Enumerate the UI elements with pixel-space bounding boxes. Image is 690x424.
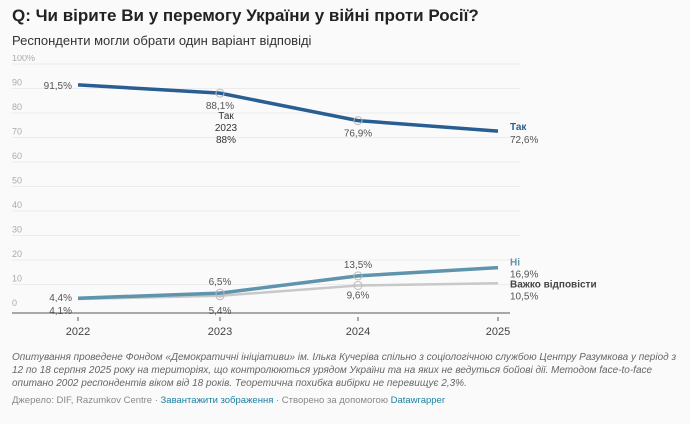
y-tick-label: 60 <box>12 151 22 161</box>
data-point <box>353 271 363 281</box>
data-point <box>353 116 363 126</box>
method-notes: Опитування проведене Фондом «Демократичн… <box>12 352 677 389</box>
data-label: 6,5% <box>209 277 232 288</box>
data-label: 88,1% <box>206 101 234 112</box>
y-tick-label: 80 <box>12 102 22 112</box>
series-label-tak: Так <box>510 122 527 133</box>
series-line-1 <box>77 265 499 300</box>
x-tick-label: 2024 <box>346 326 370 338</box>
download-image-link[interactable]: Завантажити зображення <box>160 395 274 406</box>
source-line: Джерело: DIF, Razumkov Centre · Завантаж… <box>12 395 445 406</box>
y-tick-label: 70 <box>12 127 22 137</box>
data-label: 91,5% <box>44 81 72 92</box>
tooltip-series: Так <box>218 111 234 122</box>
series-label-ni: Ні <box>510 258 520 269</box>
y-tick-label: 20 <box>12 249 22 259</box>
datawrapper-link[interactable]: Datawrapper <box>390 395 445 406</box>
series-line-0 <box>77 83 499 133</box>
data-label: 5,4% <box>209 306 232 317</box>
data-label: 10,5% <box>510 291 538 302</box>
data-point <box>215 88 225 98</box>
data-label: 13,5% <box>344 260 372 271</box>
y-tick-label: 40 <box>12 200 22 210</box>
source-text: Джерело: DIF, Razumkov Centre · <box>12 395 161 406</box>
data-label: 16,9% <box>510 270 538 281</box>
x-tick-label: 2022 <box>66 326 90 338</box>
y-tick-label: 90 <box>12 78 22 88</box>
line-chart: 0 10 20 30 40 50 60 70 80 90 100% 2022 2023 2024 2025 9… <box>12 55 597 338</box>
x-tick-label: 2025 <box>486 326 510 338</box>
subtitle: Респонденти могли обрати один варіант ві… <box>12 33 312 48</box>
y-tick-label: 10 <box>12 274 22 284</box>
data-point <box>353 280 363 290</box>
x-tick-label: 2023 <box>208 326 232 338</box>
data-point <box>215 288 225 298</box>
data-label: 9,6% <box>347 290 370 301</box>
y-tick-label: 30 <box>12 225 22 235</box>
tooltip-value: 88% <box>216 135 236 146</box>
data-label: 4,4% <box>49 293 72 304</box>
y-tick-label: 100% <box>12 55 35 63</box>
y-tick-label: 50 <box>12 176 22 186</box>
created-with-text: · Створено за допомогою <box>273 395 391 406</box>
tooltip-year: 2023 <box>215 123 238 134</box>
series-label-vazhko: Важко відповісти <box>510 279 597 290</box>
data-label: 72,6% <box>510 135 538 146</box>
data-label: 4,1% <box>49 306 72 317</box>
y-tick-label: 0 <box>12 298 17 308</box>
page-title: Q: Чи вірите Ви у перемогу України у вій… <box>12 6 479 25</box>
data-label: 76,9% <box>344 129 372 140</box>
